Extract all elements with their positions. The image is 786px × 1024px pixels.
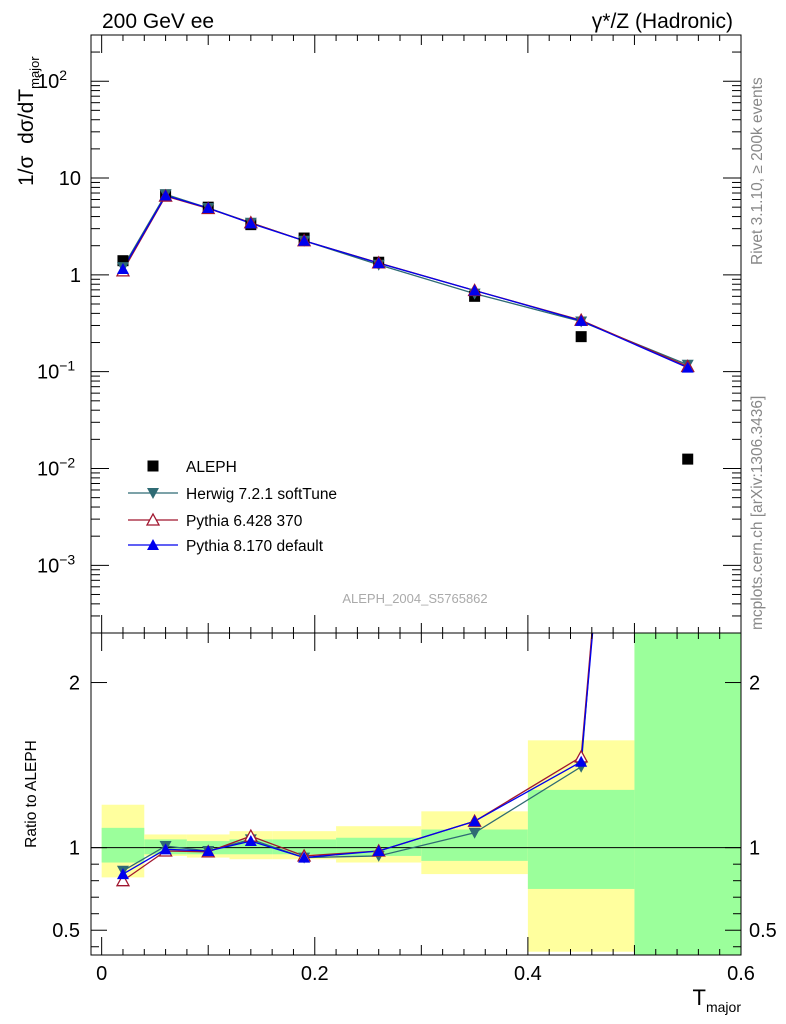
legend-item-aleph: ALEPH: [147, 459, 237, 476]
main-y-tick-label: 1: [70, 265, 81, 287]
x-tick-label: 0: [96, 963, 107, 985]
data-point-s3-1: [159, 189, 172, 201]
main-series-markers: [115, 188, 695, 465]
series-line-2: [122, 195, 688, 368]
series-line-3: [122, 194, 688, 369]
data-point-s3-5: [372, 257, 385, 269]
data-point-s3-4: [298, 234, 311, 246]
ratio-y-tick-label-left: 0.5: [52, 920, 80, 942]
ratio-tick-labels: 0.5 0.5 1 1 2 2 0 0.2 0.4 0.6: [52, 673, 777, 985]
ratio-uncertainty-bands: [101, 633, 741, 955]
rivet-label: Rivet 3.1.10, ≥ 200k events: [749, 77, 766, 265]
x-tick-label: 0.2: [301, 963, 329, 985]
ratio-point-s2-0: [116, 868, 129, 880]
ratio-point-s2-1: [159, 843, 172, 855]
x-axis-label: Tmajor: [693, 985, 742, 1015]
ratio-point-s2-2: [202, 844, 215, 856]
ratio-point-s2-7: [575, 755, 588, 767]
analysis-watermark: ALEPH_2004_S5765862: [342, 591, 487, 606]
legend-label-aleph: ALEPH: [186, 459, 237, 476]
data-point-s3-7: [575, 314, 588, 326]
ratio-panel: 0.5 0.5 1 1 2 2 0 0.2 0.4 0.6 Ratio to ALEPH Tmaj…: [23, 632, 777, 1015]
legend-label-pythia6: Pythia 6.428 370: [186, 513, 303, 530]
main-y-tick-label: 10−1: [37, 358, 75, 384]
main-y-axis-label: 1/σ dσ/dTmajor: [15, 56, 42, 186]
legend-label-herwig: Herwig 7.2.1 softTune: [186, 486, 337, 503]
ratio-y-tick-label-left: 1: [69, 838, 80, 860]
data-point-s3-6: [468, 284, 481, 296]
data-point-s0-0: [117, 255, 129, 267]
x-tick-label: 0.4: [514, 963, 542, 985]
ratio-point-s0-6: [468, 827, 481, 839]
data-point-s3-3: [244, 217, 257, 229]
ratio-series-markers: [115, 749, 589, 887]
stat-band-0: [101, 827, 145, 863]
stat-band-8: [634, 633, 741, 955]
series-line-1: [122, 193, 688, 366]
main-ticks: [91, 34, 742, 634]
ratio-y-tick-label-right: 2: [749, 673, 760, 695]
legend-item-pythia8: Pythia 8.170 default: [128, 538, 324, 555]
main-y-tick-label: 10−2: [37, 454, 75, 480]
chart-title-right: γ*/Z (Hadronic): [592, 10, 733, 33]
ratio-y-tick-label-left: 2: [69, 673, 80, 695]
ratio-point-s1-0: [115, 873, 131, 887]
ratio-y-tick-label-right: 0.5: [749, 920, 777, 942]
legend-label-pythia8: Pythia 8.170 default: [186, 538, 324, 555]
ratio-ticks: [91, 633, 742, 955]
legend: ALEPH Herwig 7.2.1 softTune Pythia 6.428…: [128, 459, 337, 555]
x-tick-label: 0.6: [727, 963, 755, 985]
legend-marker-2: [145, 512, 161, 526]
mcplots-label: mcplots.cern.ch [arXiv:1306.3436]: [749, 396, 766, 630]
main-y-tick-label: 10−3: [37, 551, 75, 577]
stat-band-7: [527, 789, 635, 889]
legend-marker-1: [147, 488, 159, 499]
ratio-point-s2-3: [244, 835, 257, 847]
ratio-frame: [90, 632, 742, 956]
ratio-line-0: [122, 633, 593, 872]
ratio-y-axis-label: Ratio to ALEPH: [23, 740, 40, 848]
ratio-point-s2-6: [468, 815, 481, 827]
legend-item-herwig: Herwig 7.2.1 softTune: [128, 486, 337, 503]
ratio-y-tick-label-right: 1: [749, 838, 760, 860]
data-point-s3-8: [681, 361, 694, 373]
data-point-s3-2: [202, 202, 215, 214]
data-point-s0-7: [575, 331, 587, 343]
data-point-s3-0: [116, 262, 129, 274]
ratio-point-s2-4: [298, 851, 311, 863]
legend-item-pythia6: Pythia 6.428 370: [128, 512, 303, 530]
legend-marker-0: [147, 460, 159, 472]
chart-title-left: 200 GeV ee: [102, 10, 214, 33]
main-series-lines: [122, 193, 688, 369]
main-y-tick-label: 10: [59, 168, 81, 190]
ratio-point-s2-5: [372, 844, 385, 856]
data-point-s0-8: [682, 453, 694, 465]
legend-marker-3: [147, 539, 159, 550]
